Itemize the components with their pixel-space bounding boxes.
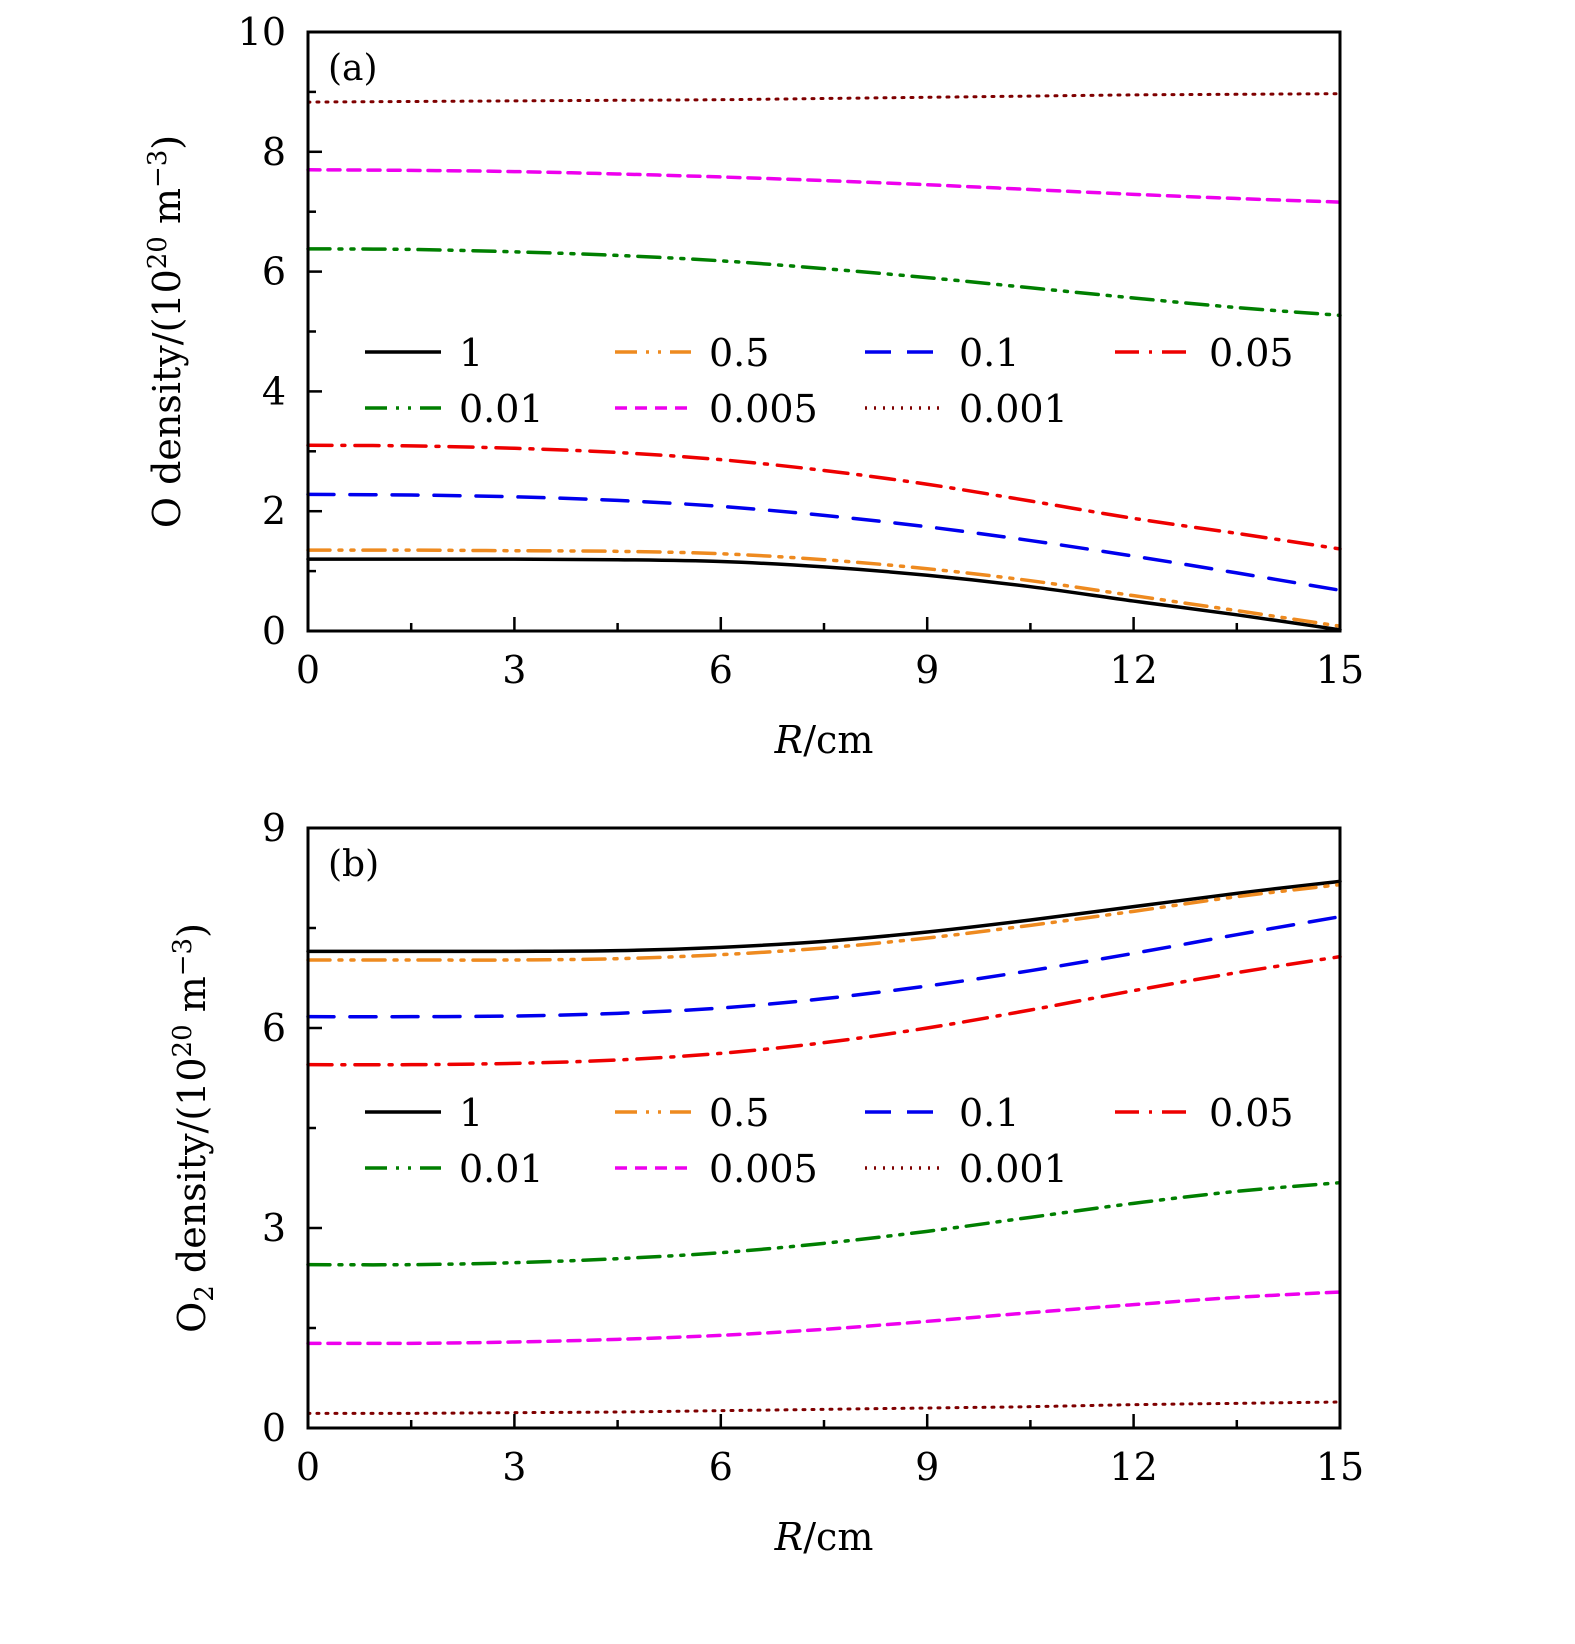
x-tick-label: 0 <box>296 648 320 692</box>
legend-item: 0.1 <box>865 331 1019 375</box>
y-tick-label: 0 <box>262 1406 286 1450</box>
y-axis-title: O2 density/(1020 m−3) <box>168 923 220 1333</box>
legend-item: 0.5 <box>615 331 769 375</box>
y-tick-label: 6 <box>262 250 286 294</box>
legend-label: 0.05 <box>1209 1091 1294 1135</box>
y-tick-label: 10 <box>238 10 286 54</box>
legend-item: 1 <box>365 1091 483 1135</box>
y-tick-label: 0 <box>262 609 286 653</box>
legend-label: 0.1 <box>959 331 1019 375</box>
legend-item: 0.005 <box>615 1147 818 1191</box>
legend-item: 0.05 <box>1115 1091 1294 1135</box>
series-line-0_5 <box>306 882 1342 962</box>
series-line-0_001 <box>306 92 1342 104</box>
x-tick-label: 3 <box>502 1445 526 1489</box>
x-axis-title: R/cm <box>774 1515 874 1559</box>
x-tick-label: 12 <box>1109 1445 1157 1489</box>
legend-label: 1 <box>459 331 483 375</box>
series-line-0_001 <box>306 1400 1342 1415</box>
series-line-0_1 <box>306 914 1342 1019</box>
x-axis-title: R/cm <box>774 718 874 762</box>
y-tick-label: 6 <box>262 1006 286 1050</box>
series-line-0_005 <box>306 1290 1342 1346</box>
legend-item: 0.005 <box>615 387 818 431</box>
legend-label: 0.001 <box>959 387 1068 431</box>
series-line-0_01 <box>306 1180 1342 1267</box>
x-tick-label: 12 <box>1109 648 1157 692</box>
y-tick-label: 8 <box>262 130 286 174</box>
legend-label: 0.01 <box>459 1147 544 1191</box>
legend-label: 0.01 <box>459 387 544 431</box>
y-axis-title: O density/(1020 m−3) <box>143 135 189 528</box>
legend-label: 0.001 <box>959 1147 1068 1191</box>
legend-label: 0.1 <box>959 1091 1019 1135</box>
legend-label: 0.005 <box>709 387 818 431</box>
x-tick-label: 6 <box>709 648 733 692</box>
x-tick-label: 3 <box>502 648 526 692</box>
legend: 1 0.5 0.1 0.05 0.01 0.005 0.001 <box>365 1091 1294 1191</box>
x-tick-label: 6 <box>709 1445 733 1489</box>
series-line-1 <box>306 879 1342 954</box>
legend-item: 0.001 <box>865 1147 1068 1191</box>
legend: 1 0.5 0.1 0.05 0.01 0.005 0.001 <box>365 331 1294 431</box>
legend-item: 0.001 <box>865 387 1068 431</box>
legend-item: 1 <box>365 331 483 375</box>
legend-label: 0.5 <box>709 331 769 375</box>
legend-label: 0.05 <box>1209 331 1294 375</box>
chart-panel-b: 0 3 6 9 12 15 0 3 6 9 (b) R/cm O2 density/(1020 m−3)… <box>168 806 1364 1559</box>
series-line-0_005 <box>306 168 1342 204</box>
series-line-0_05 <box>306 954 1342 1067</box>
legend-item: 0.5 <box>615 1091 769 1135</box>
y-tick-label: 9 <box>262 806 286 850</box>
legend-item: 0.1 <box>865 1091 1019 1135</box>
y-tick-label: 4 <box>262 369 286 413</box>
series-line-0_5 <box>306 548 1342 628</box>
x-tick-label: 9 <box>915 1445 939 1489</box>
x-tick-label: 15 <box>1316 648 1364 692</box>
legend-label: 0.005 <box>709 1147 818 1191</box>
legend-item: 0.05 <box>1115 331 1294 375</box>
x-tick-label: 0 <box>296 1445 320 1489</box>
y-tick-label: 3 <box>262 1206 286 1250</box>
series-line-0_1 <box>306 492 1342 593</box>
panel-label: (b) <box>328 844 379 885</box>
legend-label: 1 <box>459 1091 483 1135</box>
series-line-1 <box>306 557 1342 632</box>
series-line-0_01 <box>306 247 1342 318</box>
x-tick-label: 9 <box>915 648 939 692</box>
legend-item: 0.01 <box>365 387 544 431</box>
legend-item: 0.01 <box>365 1147 544 1191</box>
chart-panel-a: 0 3 6 9 12 15 0 2 4 6 8 10 (a) R/cm O density/(1020 m−… <box>143 10 1364 762</box>
y-tick-label: 2 <box>262 489 286 533</box>
legend-label: 0.5 <box>709 1091 769 1135</box>
series-line-0_05 <box>306 443 1342 551</box>
x-tick-label: 15 <box>1316 1445 1364 1489</box>
panel-label: (a) <box>328 48 378 89</box>
